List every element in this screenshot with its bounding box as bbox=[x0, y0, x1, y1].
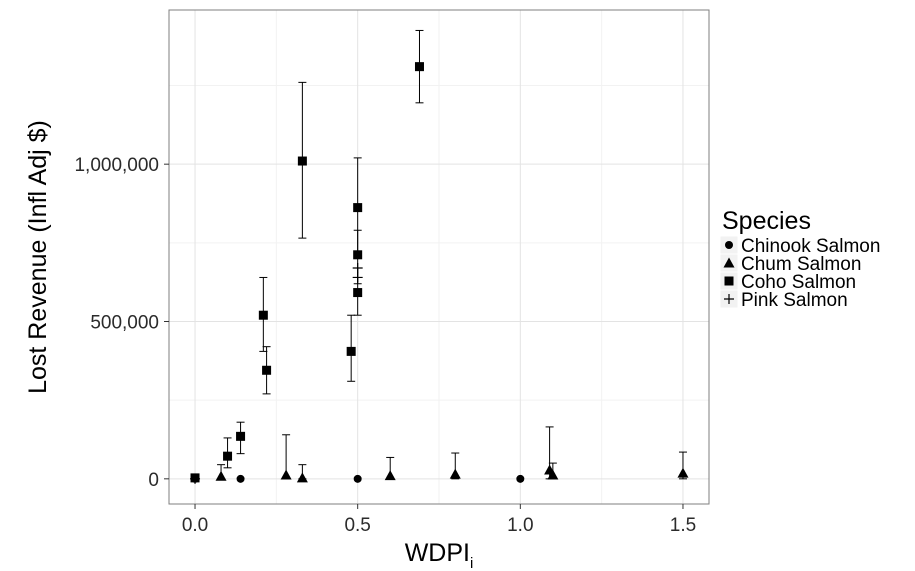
legend-label-chinook-salmon: Chinook Salmon bbox=[741, 236, 880, 257]
x-axis-title-subscript: i bbox=[470, 555, 473, 571]
y-tick-label: 500,000 bbox=[90, 313, 159, 334]
axis-ticks bbox=[164, 163, 684, 509]
pink-salmon-point bbox=[190, 473, 201, 484]
x-axis-title: WDPIi bbox=[405, 539, 474, 571]
x-tick-label: 1.5 bbox=[670, 515, 696, 536]
chum-salmon-point bbox=[296, 472, 308, 483]
chinook-salmon-point bbox=[236, 474, 245, 483]
axis-tick-labels: 0.0 0.5 1.0 1.5 0 500,000 1,000,000 bbox=[74, 155, 696, 536]
chum-salmon-point bbox=[547, 469, 559, 480]
legend-key-chum-salmon bbox=[723, 257, 735, 268]
coho-salmon-point bbox=[353, 288, 363, 298]
chum-salmon-point bbox=[384, 470, 396, 481]
data-points bbox=[190, 62, 689, 484]
chinook-salmon-point bbox=[353, 474, 362, 483]
legend-key-pink-salmon bbox=[724, 294, 734, 304]
legend-key-coho-salmon bbox=[724, 276, 734, 286]
y-axis-title: Lost Revenue (Infl Adj $) bbox=[24, 120, 52, 394]
coho-salmon-point bbox=[414, 62, 424, 72]
chum-salmon-point bbox=[215, 470, 227, 481]
chum-salmon-point bbox=[677, 467, 689, 478]
legend-key-chinook-salmon bbox=[725, 241, 733, 249]
x-axis-title-main: WDPI bbox=[405, 539, 470, 567]
legend-label-chum-salmon: Chum Salmon bbox=[741, 254, 861, 275]
coho-salmon-point bbox=[262, 365, 272, 375]
plot-panel-border bbox=[168, 9, 710, 505]
x-tick-label: 0.0 bbox=[182, 515, 208, 536]
coho-salmon-point bbox=[236, 431, 246, 441]
chinook-salmon-point bbox=[516, 474, 525, 483]
major-gridlines bbox=[169, 10, 709, 504]
coho-salmon-point bbox=[353, 203, 363, 213]
pink-salmon-point bbox=[352, 263, 363, 274]
coho-salmon-point bbox=[297, 156, 307, 166]
x-tick-label: 1.0 bbox=[507, 515, 533, 536]
coho-salmon-point bbox=[223, 451, 233, 461]
y-tick-label: 1,000,000 bbox=[74, 155, 159, 176]
chum-salmon-point bbox=[449, 468, 461, 479]
coho-salmon-point bbox=[353, 250, 363, 260]
pink-salmon-point bbox=[352, 272, 363, 283]
y-tick-label: 0 bbox=[148, 470, 159, 491]
legend-label-coho-salmon: Coho Salmon bbox=[741, 272, 856, 293]
chum-salmon-point bbox=[280, 469, 292, 480]
coho-salmon-point bbox=[258, 310, 268, 320]
legend-label-pink-salmon: Pink Salmon bbox=[741, 290, 848, 311]
legend-title: Species bbox=[722, 207, 811, 235]
coho-salmon-point bbox=[346, 346, 356, 356]
x-tick-label: 0.5 bbox=[344, 515, 370, 536]
minor-gridlines bbox=[169, 10, 709, 504]
